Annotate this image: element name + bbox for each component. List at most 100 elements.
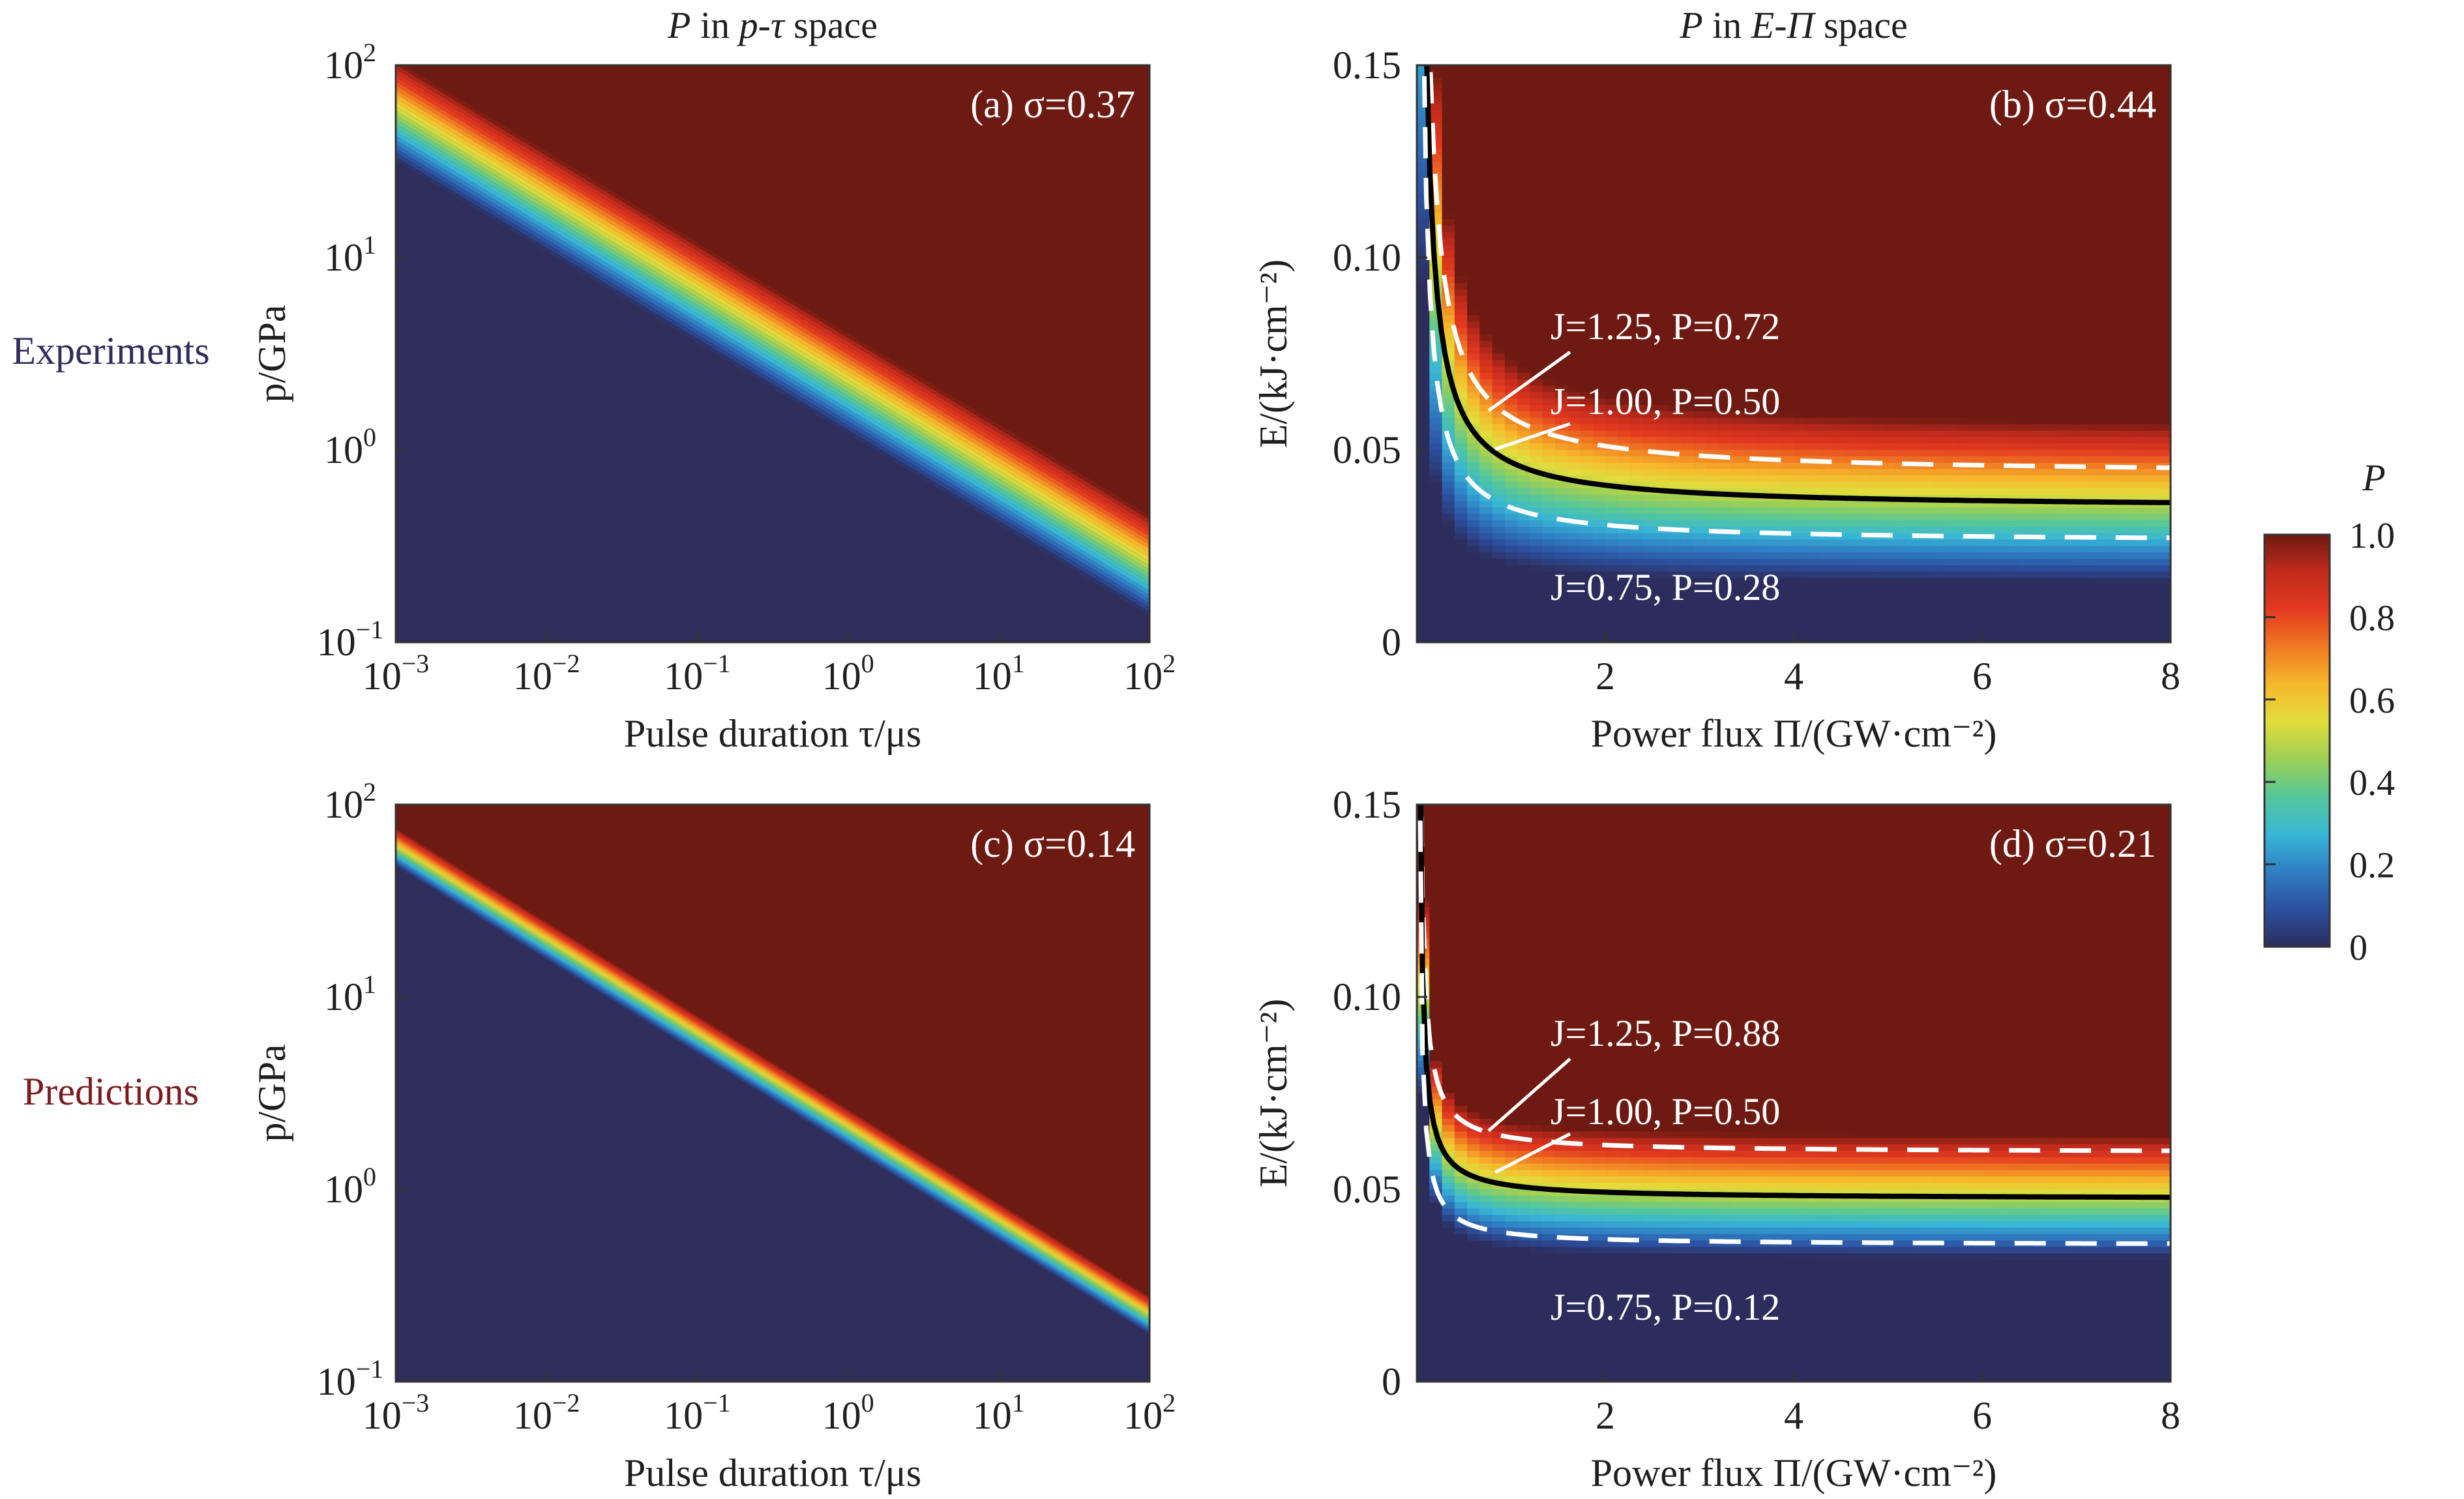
heatmap-cell [1454,488,1468,496]
heatmap-cell [2158,186,2171,194]
heatmap-cell [1605,578,1619,586]
heatmap-cell [1856,334,1870,342]
heatmap-cell [1768,200,1782,207]
heatmap-cell [1995,251,2008,258]
heatmap-cell [1580,443,1594,451]
heatmap-cell [1542,373,1556,380]
heatmap-cell [1869,263,1882,271]
heatmap-cell [2083,181,2096,188]
heatmap-cell [1969,347,1983,355]
heatmap-cell [1567,276,1581,284]
heatmap-cell [1995,308,2008,316]
heatmap-cell [1517,129,1531,136]
heatmap-cell [1454,238,1468,246]
heatmap-cell [2158,417,2171,425]
heatmap-cell [1844,270,1858,278]
heatmap-cell [1969,315,1983,323]
heatmap-cell [1869,475,1882,482]
heatmap-cell [1931,78,1945,85]
heatmap-cell [1856,565,1870,572]
heatmap-cell [1554,315,1568,323]
heatmap-cell [1781,456,1794,464]
heatmap-cell [1429,231,1443,239]
heatmap-cell [1693,245,1706,252]
heatmap-cell [2070,129,2083,136]
heatmap-cell [1567,142,1581,149]
heatmap-cell [1806,231,1820,239]
heatmap-cell [1554,437,1568,444]
heatmap-cell [1530,443,1543,451]
heatmap-cell [1530,245,1543,252]
heatmap-cell [1743,482,1757,489]
heatmap-cell [1894,283,1908,290]
heatmap-cell [2032,238,2046,246]
heatmap-cell [1730,443,1744,451]
heatmap-cell [1504,501,1518,509]
heatmap-cell [1856,315,1870,323]
heatmap-cell [1592,456,1606,464]
heatmap-cell [1995,520,2008,527]
heatmap-cell [1454,360,1468,367]
heatmap-cell [1768,546,1782,554]
heatmap-cell [1504,584,1518,592]
heatmap-cell [1756,168,1770,175]
heatmap-cell [2045,91,2058,98]
heatmap-cell [1969,283,1983,290]
heatmap-cell [2070,366,2083,374]
heatmap-cell [1730,142,1744,149]
heatmap-cell [1818,148,1832,156]
heatmap-cell [2045,539,2058,547]
heatmap-cell [2158,263,2171,271]
heatmap-cell [2107,321,2121,329]
heatmap-cell [1982,97,1996,104]
heatmap-cell [2007,225,2021,233]
heatmap-cell [1642,251,1656,258]
heatmap-cell [1881,507,1895,515]
heatmap-cell [1995,258,2008,265]
heatmap-cell [1530,174,1543,181]
plot-frame [394,64,1151,644]
heatmap-cell [1668,533,1682,541]
heatmap-cell [1567,398,1581,406]
y-tick-label: 101 [324,230,376,279]
heatmap-cell [1567,116,1581,124]
heatmap-cell [1794,238,1807,246]
heatmap-cell [1743,78,1757,85]
heatmap-cell [2145,283,2159,290]
heatmap-cell [2032,353,2046,361]
heatmap-cell [1931,392,1945,400]
heatmap-cell [1504,450,1518,457]
heatmap-cell [1794,353,1807,361]
heatmap-cell [1743,353,1757,361]
heatmap-cell [1919,565,1933,572]
heatmap-cell [1818,514,1832,521]
heatmap-cell [2019,488,2033,496]
heatmap-cell [1454,142,1468,149]
heatmap-cell [1881,225,1895,233]
heatmap-cell [2045,78,2058,85]
heatmap-cell [1454,136,1468,143]
heatmap-cell [1504,213,1518,220]
transition-band [396,156,1150,616]
heatmap-cell [1668,437,1682,444]
heatmap-cell [1630,321,1644,329]
heatmap-cell [1605,353,1619,361]
heatmap-cell [2007,482,2021,489]
heatmap-cell [1831,155,1845,162]
heatmap-cell [2007,559,2021,566]
x-tick-label: 101 [973,649,1025,698]
heatmap-cell [1806,302,1820,310]
heatmap-cell [2107,507,2121,515]
heatmap-cell [1907,501,1920,509]
heatmap-cell [1730,129,1744,136]
heatmap-cell [1592,78,1606,85]
heatmap-cell [1517,430,1531,438]
heatmap-cell [2045,501,2058,509]
heatmap-cell [1995,392,2008,400]
heatmap-cell [1756,462,1770,470]
heatmap-cell [1592,437,1606,444]
heatmap-cell [1957,71,1970,79]
heatmap-cell [1580,91,1594,98]
heatmap-cell [2019,571,2033,579]
heatmap-cell [1592,494,1606,502]
